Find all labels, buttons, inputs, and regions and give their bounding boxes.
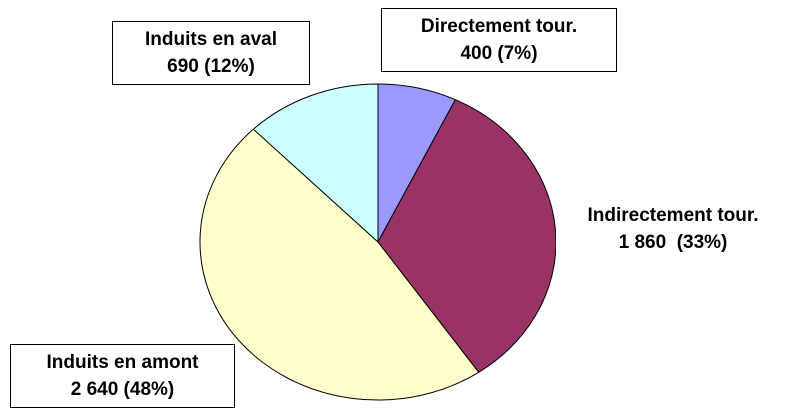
slice-label: Induits en amont 2 640 (48%) xyxy=(10,344,235,408)
value-label: 2 640 (48%) xyxy=(70,379,175,400)
pie-slice xyxy=(377,99,557,373)
value-label: 690 (12%) xyxy=(167,56,255,77)
value-label: 400 (7%) xyxy=(460,43,538,64)
slice-label: Indirectement tour. 1 860 (33%) xyxy=(556,198,789,260)
category-label: Indirectement tour. xyxy=(587,205,759,226)
slice-label: Directement tour. 400 (7%) xyxy=(381,8,617,72)
pie-slice xyxy=(252,83,379,244)
slice-label: Induits en aval 690 (12%) xyxy=(112,21,310,85)
category-label: Induits en amont xyxy=(46,352,199,373)
pie-slice xyxy=(199,128,480,401)
category-label: Induits en aval xyxy=(145,29,277,50)
category-label: Directement tour. xyxy=(420,16,578,37)
value-label: 1 860 (33%) xyxy=(618,232,728,253)
